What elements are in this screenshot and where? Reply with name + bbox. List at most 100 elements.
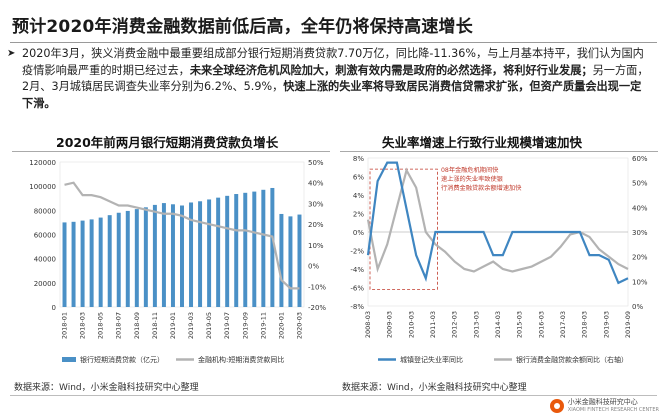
chart1-bar: [116, 212, 121, 307]
chart2-xtick-label: 2009-03: [386, 311, 394, 338]
chart1-y2tick-label: -20%: [308, 304, 326, 312]
chart1-ytick-label: 40000: [34, 256, 56, 264]
chart1-xtick-label: 2019-11: [259, 312, 267, 339]
chart1-y2tick-label: 40%: [308, 180, 324, 188]
chart2-xtick-label: 2013-03: [472, 311, 480, 338]
chart2-xtick-label: 2010-03: [407, 311, 415, 338]
chart2-ytick-label: 6%: [353, 174, 364, 182]
chart2-xtick-label: 2019-03: [602, 311, 610, 338]
chart1-xtick-label: 2019-05: [205, 312, 213, 339]
chart2-y2tick-label: 40%: [632, 204, 648, 212]
summary-bold-1: 未来全球经济危机风险加大，刺激有效内需是政府的必然选择，将利好行业发展；: [189, 63, 593, 77]
logo-text: 小米金融科技研究中心 XIAOMI FINTECH RESEARCH CENTE…: [568, 398, 659, 414]
chart1-y2tick-label: 20%: [308, 221, 324, 229]
chart1-bar: [80, 220, 85, 307]
chart1-bar: [161, 203, 166, 307]
chart1-bar: [279, 213, 284, 307]
chart1-ytick-label: 100000: [29, 183, 56, 191]
chart2-series-line-blue: [366, 161, 629, 285]
summary-bold-2: 快速上涨的失业率将导致居民消费信贷需求扩张，但资产质量会出现一定下滑。: [22, 80, 642, 110]
chart2-xtick-label: 2012-03: [451, 311, 459, 338]
brand-logo: 小米金融科技研究中心 XIAOMI FINTECH RESEARCH CENTE…: [549, 398, 659, 414]
chart1-ytick-label: 120000: [29, 159, 56, 167]
chart2-annotation-text: 行消费金融贷款余额增速加快: [441, 184, 522, 192]
chart2-title-rule: [340, 151, 658, 152]
chart1-legend-label-line: 金融机构:短期消费贷款同比: [198, 355, 284, 364]
chart1-ytick-label: 0: [52, 304, 56, 312]
chart1-bar: [288, 216, 293, 307]
summary-bullet: ➤ 2020年3月，狭义消费金融中最重要组成部分银行短期消费贷款7.70万亿，同…: [7, 46, 652, 112]
chart1-bar: [180, 205, 184, 307]
chart1-bar: [98, 217, 103, 307]
chart2-ytick-label: 8%: [353, 155, 364, 163]
arrow-bullet-icon: ➤: [7, 48, 16, 59]
chart1-legend-swatch-bar: [62, 357, 76, 362]
chart1-bar: [225, 195, 230, 307]
page-title: 预计2020年消费金融数据前低后高，全年仍将保持高速增长: [12, 17, 473, 37]
chart1-bar: [89, 219, 94, 307]
logo-circle-icon: [549, 399, 564, 413]
chart1-bar: [252, 191, 257, 307]
chart1-bar: [297, 214, 302, 307]
chart2-xtick-label: 2008-03: [364, 311, 372, 338]
logo-en: XIAOMI FINTECH RESEARCH CENTER: [567, 407, 659, 413]
chart2-annotation-text: 08年金融危机期间快: [441, 166, 499, 174]
chart1-xtick-label: 2020-03: [295, 312, 303, 339]
chart2-xtick-label: 2015-03: [516, 311, 524, 338]
chart2-source: 数据来源：Wind，小米金融科技研究中心整理: [342, 383, 527, 393]
chart2-y2tick-label: 20%: [632, 254, 648, 262]
chart1-bar: [62, 222, 67, 307]
chart2-ytick-label: 0%: [353, 229, 364, 237]
chart1-xtick-label: 2018-09: [133, 312, 141, 339]
chart1-bar: [152, 204, 157, 307]
chart1-bar: [125, 210, 130, 307]
chart2-ytick-label: -8%: [350, 303, 364, 311]
chart1-title-rule: [12, 151, 330, 152]
summary-text-1: 2020年3月，狭义消费金融中最重要组成部分银行短期消费贷款7.70万亿，同比降…: [22, 47, 644, 77]
chart1-source: 数据来源：Wind，小米金融科技研究中心整理: [14, 383, 199, 393]
chart1-bar: [270, 187, 275, 307]
chart2-y2tick-label: 10%: [632, 278, 648, 286]
chart1-bar: [216, 197, 221, 307]
chart1-bar: [198, 201, 203, 307]
title-divider: [10, 42, 657, 43]
chart1-xtick-label: 2019-09: [241, 312, 249, 339]
chart2-ytick-label: 4%: [353, 192, 364, 200]
chart1-bar: [261, 189, 266, 307]
chart1-xtick-label: 2018-05: [97, 312, 105, 339]
chart2-title: 失业率增速上行致行业规模增速加快: [382, 135, 583, 150]
chart1-series-line: [64, 181, 300, 290]
chart1-bar: [134, 209, 139, 307]
chart2-y2tick-label: 30%: [632, 229, 648, 237]
chart1-ytick-label: 60000: [34, 232, 56, 240]
chart1-bar: [71, 221, 76, 307]
chart1-xtick-label: 2018-01: [61, 312, 69, 339]
chart1-y2tick-label: 0%: [308, 263, 319, 271]
chart2-series-line-gray: [366, 167, 629, 273]
chart2-legend-label-gray: 银行消费金融贷款余额同比（右轴）: [516, 355, 628, 364]
chart1-bar: [107, 215, 112, 307]
chart1-xtick-label: 2019-03: [187, 312, 195, 339]
chart2-xtick-label: 2016-03: [537, 311, 545, 338]
chart1-y2tick-label: 10%: [308, 242, 324, 250]
chart1-xtick-label: 2018-03: [79, 312, 87, 339]
chart1-xtick-label: 2019-01: [169, 312, 177, 339]
chart1-bar: [243, 192, 248, 307]
chart2-xtick-label: 2014-03: [494, 311, 502, 338]
chart2-xtick-label: 2017-03: [559, 311, 567, 338]
chart2-y2tick-label: 60%: [632, 155, 648, 163]
chart1-xtick-label: 2019-07: [223, 312, 231, 339]
chart2-ytick-label: 2%: [353, 211, 364, 219]
chart1-xtick-label: 2018-07: [115, 312, 123, 339]
footer-divider: [10, 395, 657, 396]
chart2-annotation-text: 速上涨的失业率致使银: [441, 175, 503, 183]
chart1-y2tick-label: 50%: [308, 159, 324, 167]
chart1-bar: [207, 199, 212, 307]
chart1-bar: [170, 204, 175, 307]
chart1-y2tick-label: -10%: [308, 283, 326, 291]
chart2-y2tick-label: 0%: [632, 303, 643, 311]
chart2-xtick-label: 2018-03: [581, 311, 589, 338]
chart2-legend-label-blue: 城镇登记失业率同比: [400, 355, 463, 364]
chart2-ytick-label: -6%: [350, 285, 364, 293]
